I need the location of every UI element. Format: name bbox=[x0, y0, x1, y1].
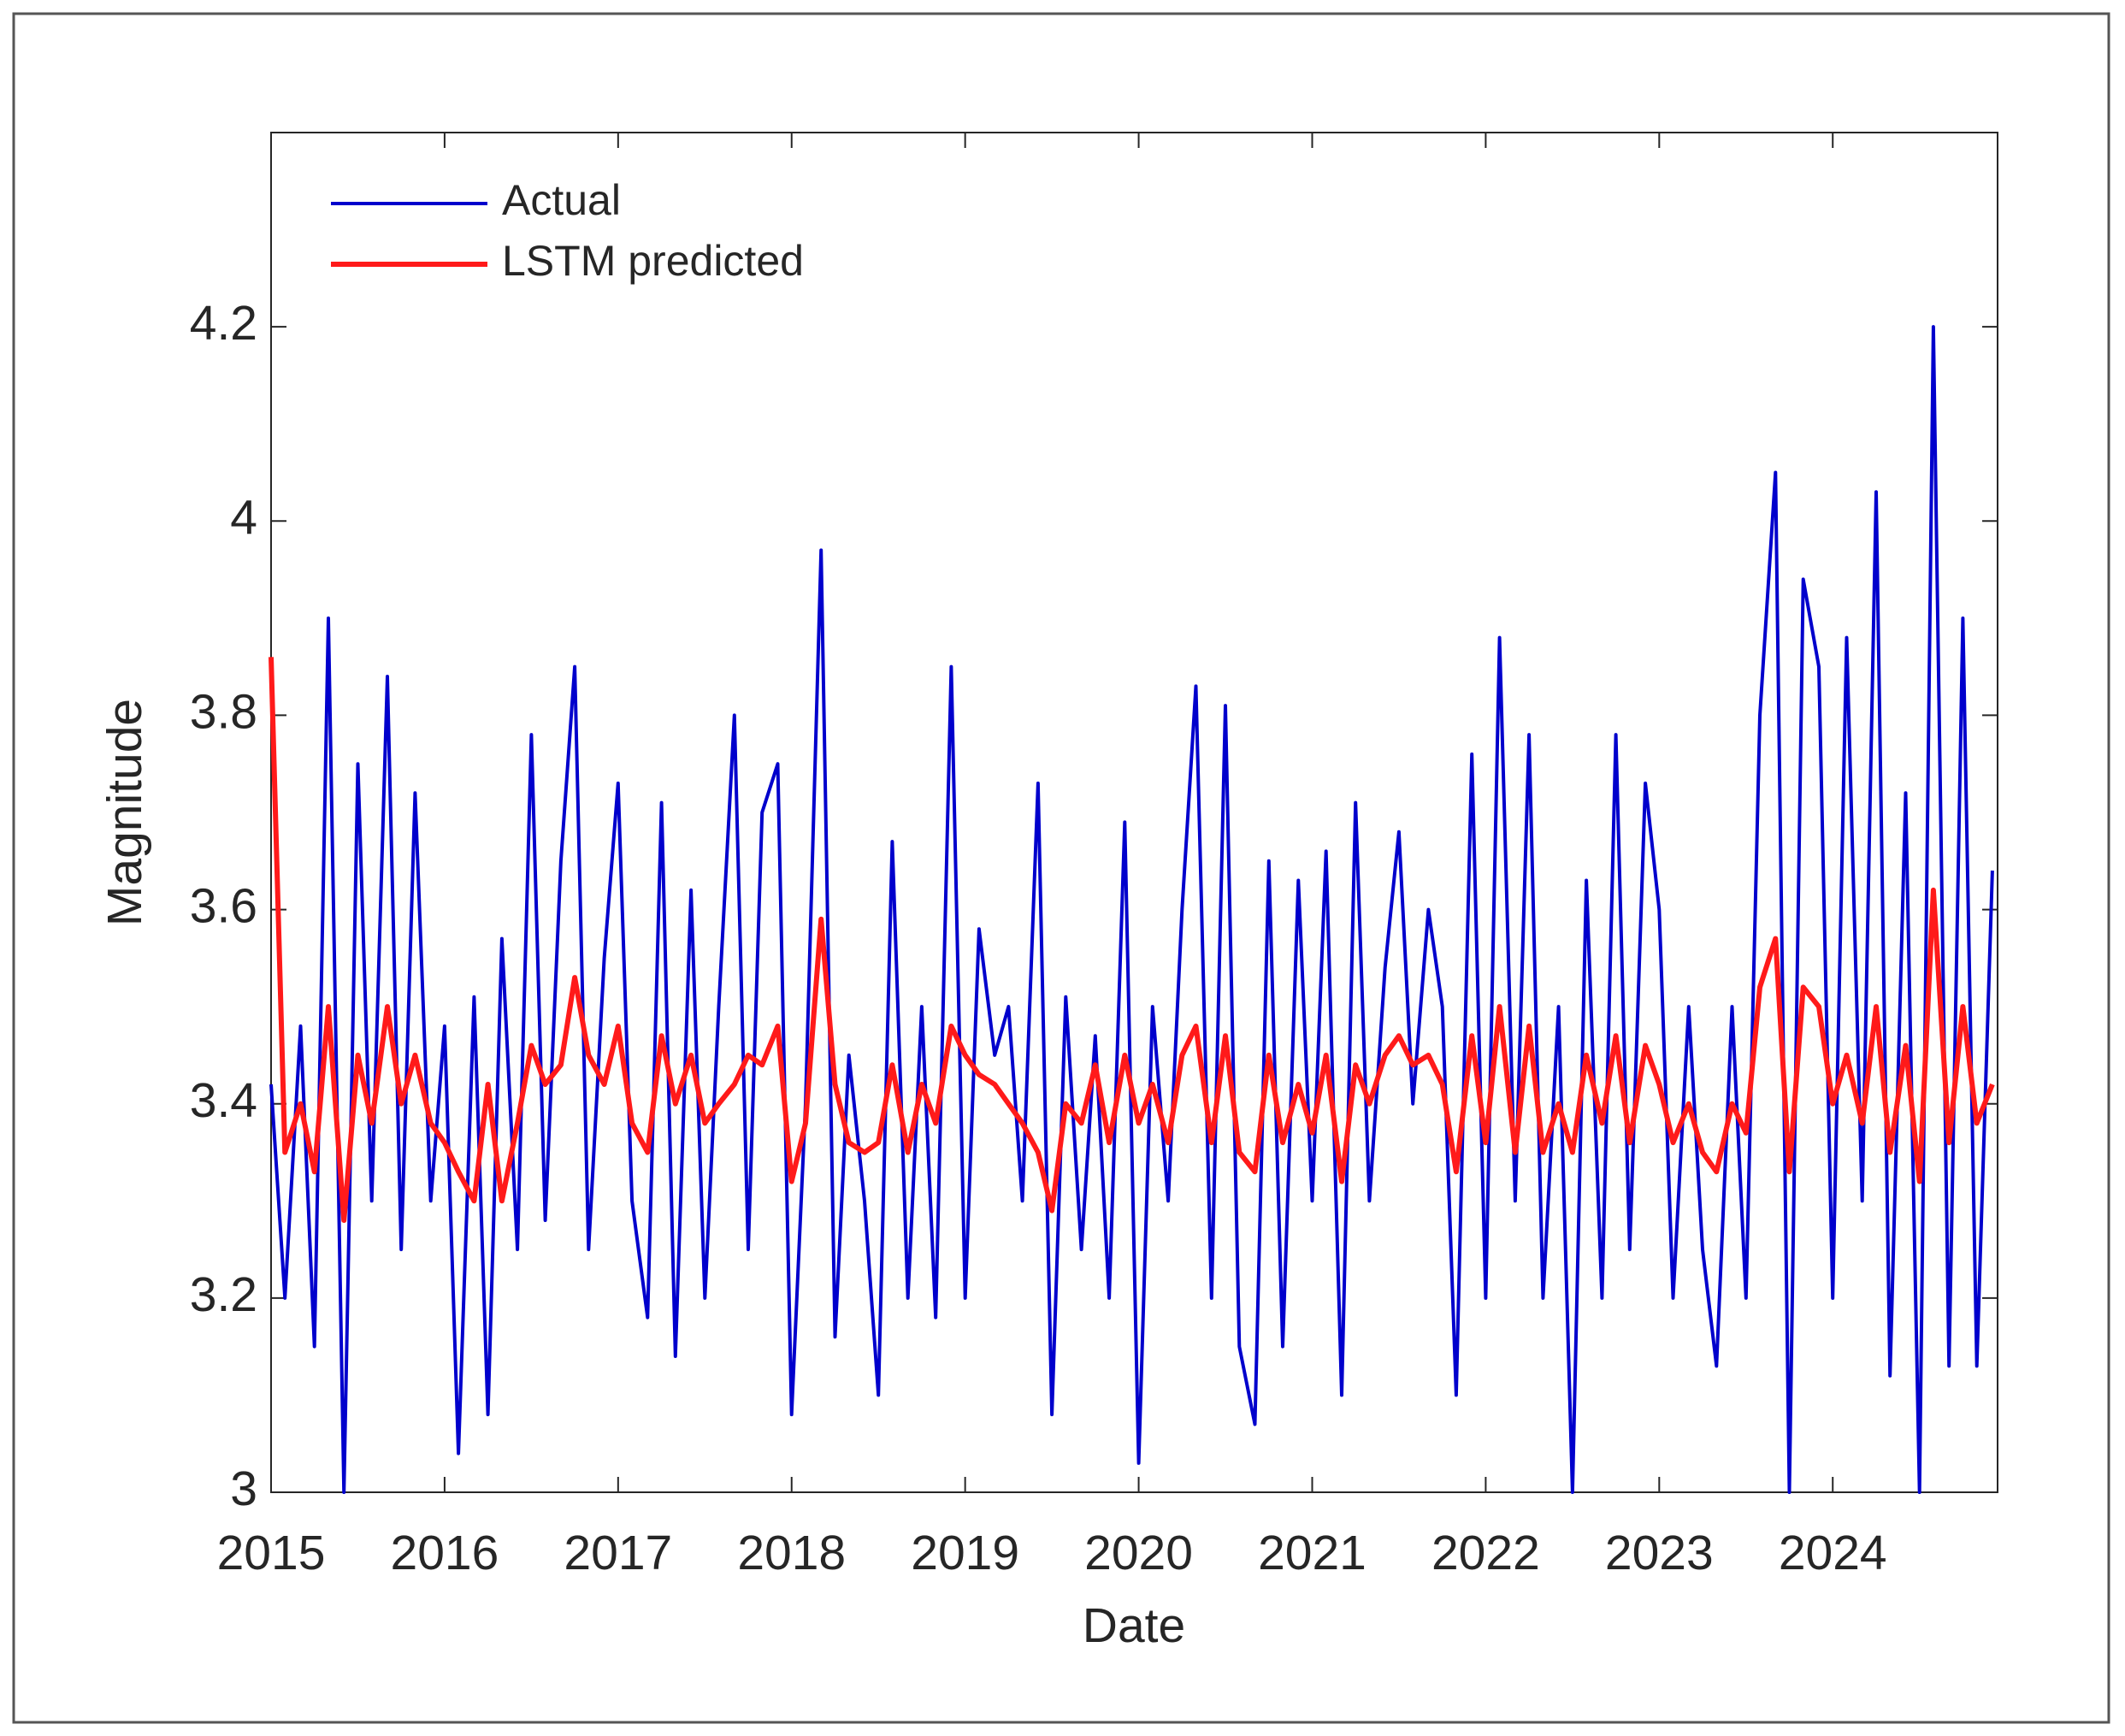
y-tick-label: 3.6 bbox=[190, 879, 257, 934]
y-tick-label: 3.2 bbox=[190, 1267, 257, 1322]
y-tick-label: 4 bbox=[230, 490, 257, 545]
y-tick-label: 4.2 bbox=[190, 296, 257, 351]
x-tick-label: 2022 bbox=[1431, 1526, 1540, 1580]
y-tick-label: 3.4 bbox=[190, 1073, 257, 1128]
x-tick-label: 2017 bbox=[564, 1526, 672, 1580]
x-tick-label: 2023 bbox=[1605, 1526, 1714, 1580]
x-tick-label: 2021 bbox=[1258, 1526, 1366, 1580]
x-tick-label: 2024 bbox=[1779, 1526, 1887, 1580]
x-tick-label: 2018 bbox=[737, 1526, 846, 1580]
y-axis-label: Magnitude bbox=[97, 699, 152, 926]
y-tick-label: 3.8 bbox=[190, 684, 257, 739]
x-tick-label: 2015 bbox=[217, 1526, 326, 1580]
legend-label: LSTM predicted bbox=[502, 237, 804, 285]
series-line bbox=[269, 657, 1995, 1223]
y-tick-label: 3 bbox=[230, 1461, 257, 1516]
x-axis-label: Date bbox=[1083, 1598, 1185, 1653]
series-line bbox=[269, 325, 1994, 1494]
x-tick-label: 2019 bbox=[911, 1526, 1019, 1580]
legend-label: Actual bbox=[502, 176, 621, 224]
x-tick-label: 2020 bbox=[1084, 1526, 1193, 1580]
x-tick-label: 2016 bbox=[391, 1526, 499, 1580]
